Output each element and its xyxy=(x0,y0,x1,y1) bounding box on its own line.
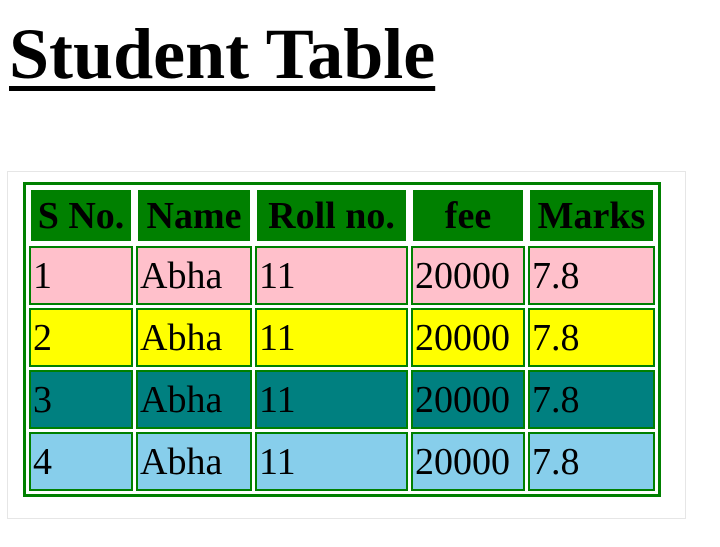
cell-roll-no: 11 xyxy=(255,370,408,429)
page-title: Student Table xyxy=(9,14,436,94)
cell-fee: 20000 xyxy=(411,370,525,429)
cell-fee: 20000 xyxy=(411,432,525,491)
table-row: 4 Abha 11 20000 7.8 xyxy=(29,432,655,491)
table-row: 3 Abha 11 20000 7.8 xyxy=(29,370,655,429)
cell-s-no: 4 xyxy=(29,432,133,491)
header-marks: Marks xyxy=(528,188,655,243)
table-header-row: S No. Name Roll no. fee Marks xyxy=(29,188,655,243)
cell-fee: 20000 xyxy=(411,308,525,367)
cell-roll-no: 11 xyxy=(255,432,408,491)
table-row: 1 Abha 11 20000 7.8 xyxy=(29,246,655,305)
cell-s-no: 2 xyxy=(29,308,133,367)
cell-roll-no: 11 xyxy=(255,308,408,367)
cell-fee: 20000 xyxy=(411,246,525,305)
table-row: 2 Abha 11 20000 7.8 xyxy=(29,308,655,367)
cell-name: Abha xyxy=(136,246,252,305)
cell-name: Abha xyxy=(136,370,252,429)
header-s-no: S No. xyxy=(29,188,133,243)
cell-marks: 7.8 xyxy=(528,370,655,429)
cell-marks: 7.8 xyxy=(528,432,655,491)
header-roll-no: Roll no. xyxy=(255,188,408,243)
cell-roll-no: 11 xyxy=(255,246,408,305)
cell-name: Abha xyxy=(136,432,252,491)
cell-marks: 7.8 xyxy=(528,246,655,305)
header-fee: fee xyxy=(411,188,525,243)
cell-marks: 7.8 xyxy=(528,308,655,367)
cell-s-no: 3 xyxy=(29,370,133,429)
header-name: Name xyxy=(136,188,252,243)
student-table: S No. Name Roll no. fee Marks 1 Abha 11 … xyxy=(23,182,661,497)
table-container: S No. Name Roll no. fee Marks 1 Abha 11 … xyxy=(7,171,686,519)
cell-name: Abha xyxy=(136,308,252,367)
cell-s-no: 1 xyxy=(29,246,133,305)
